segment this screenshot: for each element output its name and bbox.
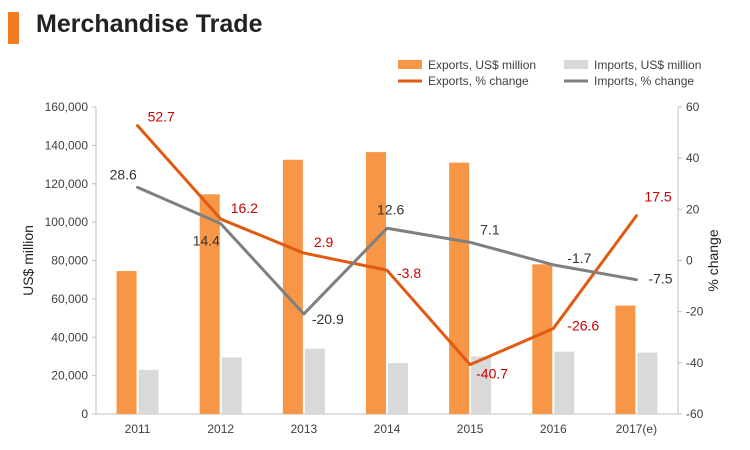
imports-change-label: -7.5	[648, 271, 672, 287]
x-tick-label: 2012	[207, 422, 234, 436]
x-tick-label: 2015	[457, 422, 484, 436]
exports-change-label: -26.6	[567, 318, 599, 334]
y-axis-title: US$ million	[20, 225, 36, 296]
axes: 0 20,000 40,000 60,000 80,000 100,000 120,000 1…	[20, 100, 721, 436]
imports-bar	[637, 352, 658, 414]
y2-tick-label: 60	[686, 100, 700, 114]
y2-tick-label: 40	[686, 151, 700, 165]
exports-bar	[199, 194, 220, 414]
legend-exports-bars-label: Exports, US$ million	[428, 58, 536, 72]
y-tick-label: 0	[81, 407, 88, 421]
legend-exports-change-label: Exports, % change	[428, 74, 529, 88]
legend: Exports, US$ million Imports, US$ million…	[398, 58, 701, 88]
imports-bar	[304, 348, 325, 414]
x-tick-label: 2011	[125, 422, 151, 436]
exports-change-line	[136, 124, 638, 367]
exports-change-label: 17.5	[644, 189, 671, 205]
y2-axis-title: % change	[705, 229, 721, 291]
y2-tick-label: -60	[686, 407, 704, 421]
x-tick-label: 2013	[291, 422, 318, 436]
imports-change-label: 28.6	[110, 166, 137, 182]
y-tick-label: 20,000	[51, 369, 88, 383]
y-tick-label: 120,000	[45, 177, 89, 191]
exports-change-label: 52.7	[148, 109, 175, 125]
x-tick-label: 2016	[540, 422, 567, 436]
y2-tick-label: 0	[686, 254, 693, 268]
imports-bar	[554, 351, 575, 414]
data-labels: 52.7 16.2 2.9 -3.8 -40.7 -26.6 17.5 28.6 14.4 -20…	[110, 109, 673, 382]
title-accent-bar	[8, 12, 19, 44]
exports-change-label: -40.7	[476, 366, 508, 382]
exports-bar	[116, 271, 137, 414]
y2-tick-label: -40	[686, 356, 704, 370]
exports-change-label: -3.8	[397, 265, 421, 281]
exports-change-label: 16.2	[231, 200, 258, 216]
exports-bar	[449, 162, 470, 414]
y2-tick-label: -20	[686, 305, 704, 319]
legend-imports-change-label: Imports, % change	[594, 74, 694, 88]
exports-bar	[532, 264, 553, 414]
legend-imports-bars-label: Imports, US$ million	[594, 58, 701, 72]
imports-bar	[471, 356, 492, 414]
y-tick-label: 80,000	[51, 254, 88, 268]
imports-change-label: 14.4	[193, 233, 220, 249]
imports-bar	[138, 369, 159, 414]
y-tick-label: 100,000	[45, 215, 89, 229]
exports-bar	[366, 152, 386, 414]
y-tick-label: 40,000	[51, 330, 88, 344]
imports-change-label: -20.9	[312, 311, 344, 327]
exports-change-label: 2.9	[314, 234, 334, 250]
y-tick-label: 60,000	[51, 292, 88, 306]
legend-imports-bars-swatch	[564, 60, 588, 69]
imports-change-label: -1.7	[567, 250, 591, 266]
y-tick-label: 140,000	[45, 138, 89, 152]
imports-change-line	[136, 185, 638, 316]
y-tick-label: 160,000	[45, 100, 89, 114]
lines	[136, 124, 638, 367]
imports-change-label: 7.1	[480, 221, 500, 237]
imports-bar	[388, 363, 408, 414]
legend-exports-bars-swatch	[398, 60, 422, 69]
page-title: Merchandise Trade	[36, 10, 263, 38]
exports-bar	[615, 305, 636, 414]
x-tick-label: 2014	[374, 422, 401, 436]
imports-change-label: 12.6	[377, 201, 404, 217]
y2-tick-label: 20	[686, 202, 700, 216]
exports-bar	[282, 159, 303, 414]
imports-bar	[221, 357, 242, 414]
bars	[116, 152, 658, 414]
x-tick-label: 2017(e)	[616, 422, 657, 436]
